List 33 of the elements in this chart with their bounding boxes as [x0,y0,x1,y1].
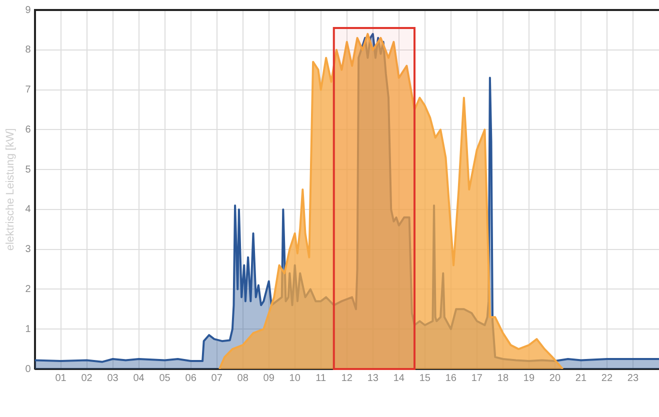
x-tick-label: 02 [81,372,93,384]
x-tick-label: 04 [133,372,145,384]
x-tick-label: 12 [341,372,353,384]
y-tick-label: 3 [25,244,32,256]
x-tick-label: 15 [419,372,431,384]
x-tick-label: 16 [445,372,457,384]
y-tick-label: 0 [25,364,32,375]
y-tick-label: 1 [25,324,32,335]
x-tick-label: 21 [575,372,587,384]
x-tick-label: 17 [471,372,483,384]
y-tick-label: 8 [25,44,32,56]
x-tick-label: 23 [627,372,639,384]
y-tick-label: 4 [25,204,32,216]
x-tick-label: 20 [549,372,561,384]
x-tick-label: 11 [316,372,326,384]
x-tick-label: 01 [55,372,67,384]
y-tick-label: 5 [25,164,32,176]
y-tick-label: 2 [25,284,32,295]
x-tick-label: 13 [367,372,379,384]
y-tick-label: 9 [25,4,32,16]
y-tick-label: 6 [25,124,32,136]
x-tick-label: 19 [523,372,535,384]
x-tick-label: 03 [107,372,119,384]
x-tick-label: 10 [289,372,301,384]
x-tick-label: 08 [237,372,249,384]
x-tick-label: 05 [159,372,171,384]
x-tick-label: 06 [185,372,197,384]
x-tick-label: 18 [497,372,509,384]
x-tick-label: 22 [601,372,613,384]
y-tick-label: 7 [25,84,32,96]
x-tick-label: 07 [211,372,223,384]
x-tick-label: 14 [393,372,405,384]
x-tick-label: 09 [263,372,275,384]
